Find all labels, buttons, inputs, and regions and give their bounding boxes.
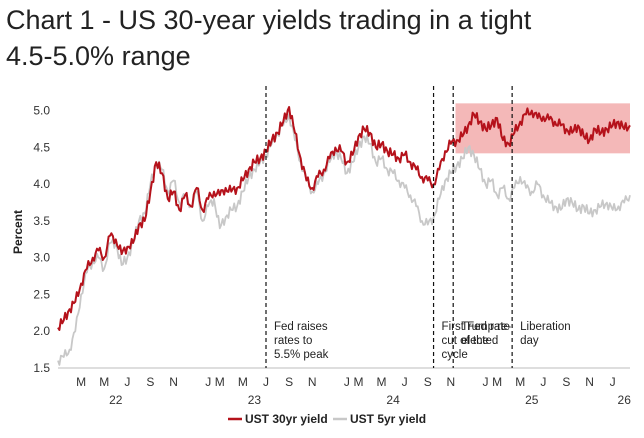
x-tick-label: N bbox=[447, 375, 456, 389]
event-annotation: 5.5% peak bbox=[274, 349, 329, 361]
x-year-label: 22 bbox=[109, 393, 123, 407]
x-year-label: 23 bbox=[248, 393, 262, 407]
chart-title-line-1: Chart 1 - US 30-year yields trading in a… bbox=[6, 5, 532, 35]
x-tick-label: N bbox=[169, 375, 178, 389]
x-tick-label: M bbox=[377, 375, 387, 389]
y-tick-label: 2.5 bbox=[33, 287, 50, 301]
x-tick-label: M bbox=[238, 375, 248, 389]
x-year-label: 25 bbox=[525, 393, 539, 407]
event-annotation: First Fed rate bbox=[442, 321, 510, 333]
x-tick-label: J bbox=[610, 375, 616, 389]
x-tick-label: N bbox=[585, 375, 594, 389]
series-line-ust-30yr bbox=[57, 106, 631, 331]
x-tick-label: S bbox=[562, 375, 570, 389]
event-annotation: rates to bbox=[274, 335, 312, 347]
event-annotation: elected bbox=[461, 335, 498, 347]
x-tick-label: M bbox=[215, 375, 225, 389]
chart-title-line-2: 4.5-5.0% range bbox=[6, 41, 191, 71]
x-tick-label: M bbox=[76, 375, 86, 389]
y-tick-label: 4.5 bbox=[33, 140, 50, 154]
x-tick-label: J bbox=[124, 375, 130, 389]
y-axis-label: Percent bbox=[11, 210, 25, 254]
x-tick-label: J bbox=[540, 375, 546, 389]
event-annotation: Liberation bbox=[520, 321, 571, 333]
event-annotation: Fed raises bbox=[274, 321, 328, 333]
x-tick-label: S bbox=[285, 375, 293, 389]
x-year-label: 24 bbox=[386, 393, 400, 407]
x-tick-label: J bbox=[263, 375, 269, 389]
y-tick-label: 1.5 bbox=[33, 361, 50, 375]
x-tick-label: J bbox=[483, 375, 489, 389]
x-tick-label: N bbox=[308, 375, 317, 389]
x-tick-label: S bbox=[424, 375, 432, 389]
legend-label: UST 30yr yield bbox=[245, 412, 328, 426]
y-tick-label: 3.0 bbox=[33, 251, 50, 265]
x-tick-label: M bbox=[515, 375, 525, 389]
event-annotation: day bbox=[520, 335, 539, 347]
chart-title: Chart 1 - US 30-year yields trading in a… bbox=[6, 2, 638, 74]
x-tick-label: M bbox=[99, 375, 109, 389]
y-tick-label: 3.5 bbox=[33, 214, 50, 228]
legend-label: UST 5yr yield bbox=[350, 412, 426, 426]
x-tick-label: J bbox=[344, 375, 350, 389]
x-tick-label: J bbox=[205, 375, 211, 389]
x-tick-label: J bbox=[402, 375, 408, 389]
x-tick-label: S bbox=[146, 375, 154, 389]
event-annotation: cycle bbox=[442, 349, 468, 361]
y-tick-label: 5.0 bbox=[33, 104, 50, 118]
y-tick-label: 4.0 bbox=[33, 177, 50, 191]
x-tick-label: M bbox=[492, 375, 502, 389]
x-tick-label: M bbox=[353, 375, 363, 389]
x-year-label: 26 bbox=[618, 393, 632, 407]
event-annotation: Trump re- bbox=[461, 321, 511, 333]
y-tick-label: 2.0 bbox=[33, 324, 50, 338]
